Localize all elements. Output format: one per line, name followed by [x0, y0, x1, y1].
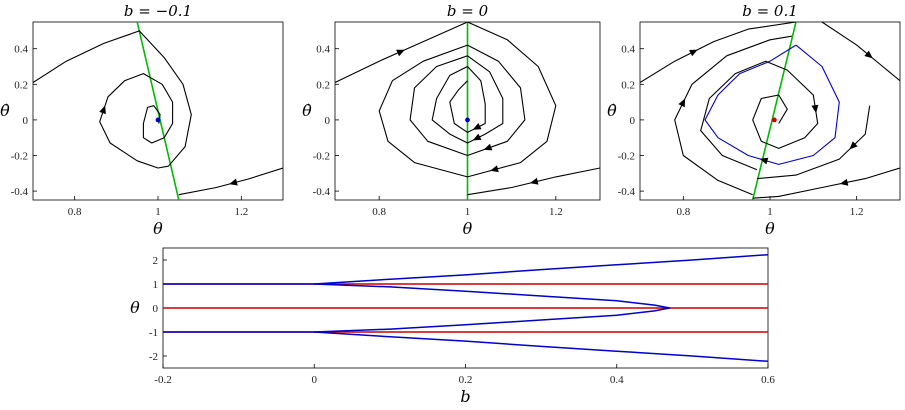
series-line-1 — [640, 22, 797, 83]
panel-title: b = −0.1 — [124, 2, 192, 20]
y-tick-label: 2 — [153, 255, 159, 267]
equilibrium-point — [771, 117, 777, 123]
x-tick-label: 0.8 — [676, 206, 690, 218]
y-tick-label: -0.4 — [313, 186, 331, 198]
flow-arrow — [689, 49, 698, 57]
x-axis-label: θ — [463, 219, 473, 238]
flow-arrow — [472, 133, 482, 141]
y-tick-label: -0.4 — [618, 186, 636, 198]
series-line-5 — [163, 331, 768, 363]
chart-panel-3: 0.8 1 1.2 -0.4 -0.2 0 0.2 0.4 b = 0.1 θ θ̇ — [607, 2, 901, 238]
chart-panel-2: 0.8 1 1.2 -0.4 -0.2 0 0.2 0.4 b = 0 θ θ̇ — [302, 2, 601, 238]
flow-arrow — [472, 122, 482, 130]
equilibrium-point — [155, 117, 161, 123]
y-axis-label: θ̇ — [607, 101, 617, 120]
plot-area — [640, 22, 900, 200]
flow-arrow — [490, 165, 499, 173]
y-axis-label: θ̇ — [0, 101, 10, 120]
series-line-5 — [449, 66, 486, 133]
y-tick-label: 0 — [153, 303, 159, 315]
x-tick-label: 0 — [312, 374, 318, 386]
flow-arrow — [99, 105, 106, 115]
y-tick-label: 1 — [153, 279, 159, 291]
flow-arrow — [849, 141, 858, 150]
y-tick-label: 0.2 — [316, 79, 330, 91]
x-axis-label: θ — [765, 219, 775, 238]
y-tick-label: -0.2 — [618, 151, 635, 163]
flow-arrow — [811, 104, 819, 114]
flow-arrow — [839, 178, 849, 186]
y-tick-label: 0.4 — [621, 44, 635, 56]
series-line-6 — [756, 105, 871, 180]
series-line-3 — [409, 44, 526, 157]
series-line-4 — [431, 55, 504, 144]
x-tick-label: 0.2 — [459, 374, 473, 386]
y-tick-label: -0.4 — [11, 186, 29, 198]
plot-area — [33, 22, 283, 200]
y-tick-label: 0 — [23, 115, 29, 127]
flow-arrow — [678, 98, 686, 108]
flow-arrow — [759, 157, 769, 165]
y-tick-label: -1 — [149, 327, 158, 339]
x-tick-label: 1 — [155, 206, 161, 218]
flow-arrow — [396, 49, 405, 57]
series-line-4 — [752, 167, 900, 199]
series-line-4 — [163, 253, 768, 285]
y-axis-label: θ̇ — [302, 101, 312, 120]
chart-panel-1: 0.8 1 1.2 -0.4 -0.2 0 0.2 0.4 b = −0.1 θ θ̇ — [0, 2, 284, 238]
plot-area — [163, 253, 768, 363]
series-line-2 — [378, 22, 557, 178]
series-line-7 — [700, 60, 819, 171]
chart-panel-4: -0.2 0 0.2 0.4 0.6 -2 -1 0 1 2 b θ — [130, 247, 775, 406]
flow-arrow — [864, 50, 873, 59]
equilibrium-point — [465, 117, 470, 123]
y-tick-label: 0.2 — [14, 79, 28, 91]
y-tick-label: 0.2 — [621, 79, 635, 91]
y-axis-label: θ — [130, 298, 140, 317]
x-tick-label: 1.2 — [234, 206, 248, 218]
y-tick-label: -2 — [149, 351, 158, 363]
y-tick-label: 0 — [325, 115, 331, 127]
x-tick-label: 1 — [465, 206, 471, 218]
flow-arrow — [529, 177, 539, 185]
y-tick-label: -0.2 — [313, 151, 330, 163]
y-tick-label: -0.2 — [11, 151, 28, 163]
x-tick-label: 0.8 — [68, 206, 82, 218]
nullcline-line — [751, 22, 797, 200]
x-axis-label: b — [460, 387, 470, 406]
x-tick-label: 1 — [767, 206, 773, 218]
series-line-1 — [33, 30, 192, 169]
flow-arrow — [229, 178, 238, 186]
series-line-6 — [314, 283, 671, 333]
series-line-2 — [178, 167, 283, 196]
flow-arrow — [483, 143, 493, 151]
x-tick-label: 1.2 — [850, 206, 864, 218]
x-tick-label: 0.6 — [761, 374, 775, 386]
panel-title: b = 0 — [447, 2, 489, 20]
y-tick-label: 0.4 — [316, 44, 330, 56]
panel-title: b = 0.1 — [742, 2, 798, 20]
y-tick-label: 0.4 — [14, 44, 28, 56]
x-axis-label: θ — [153, 219, 163, 238]
x-tick-label: 0.4 — [610, 374, 624, 386]
x-tick-label: 0.8 — [372, 206, 386, 218]
series-line-5 — [674, 35, 792, 196]
series-line-3 — [704, 44, 840, 165]
x-tick-label: 1.2 — [549, 206, 563, 218]
plot-area — [335, 22, 600, 200]
x-tick-label: -0.2 — [154, 374, 171, 386]
y-tick-label: 0 — [630, 115, 636, 127]
series-line-2 — [821, 22, 900, 82]
